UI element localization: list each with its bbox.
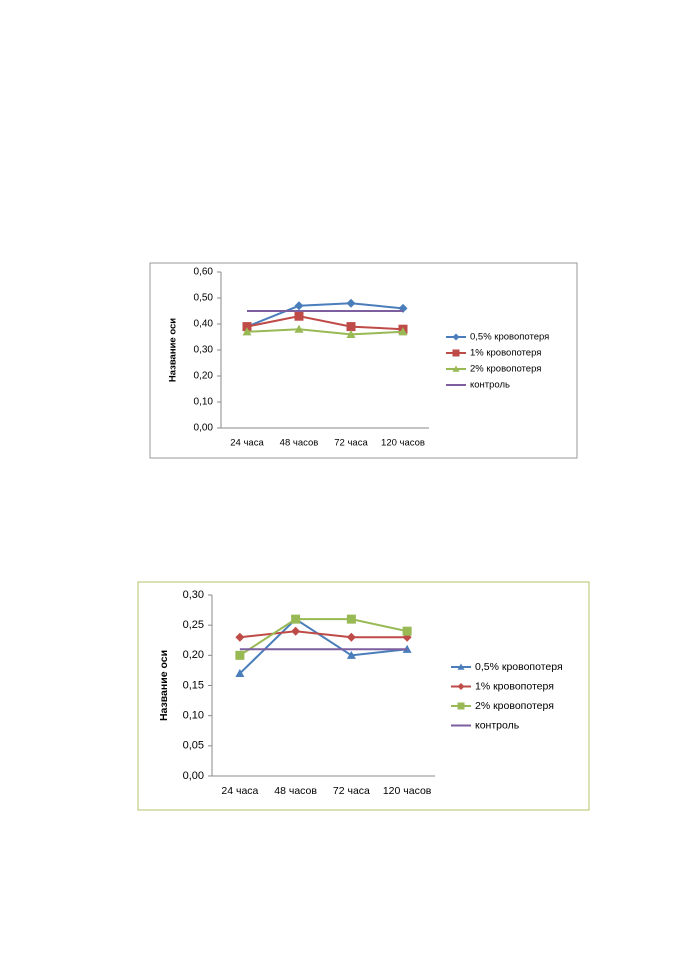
marker: [294, 301, 304, 311]
y-tick-label: 0,50: [194, 293, 214, 304]
legend-label: контроль: [470, 380, 510, 391]
marker: [346, 650, 356, 659]
y-tick-label: 0,30: [194, 345, 214, 356]
series-line: [246, 302, 404, 328]
marker: [452, 333, 460, 341]
y-tick-label: 0,20: [183, 649, 204, 661]
series-line: [239, 617, 408, 675]
y-axis-title: Название оси: [168, 318, 179, 382]
legend-label: контроль: [475, 719, 520, 731]
x-tick-label: 24 часа: [221, 785, 258, 797]
marker: [346, 614, 356, 624]
marker: [294, 324, 304, 333]
marker: [346, 298, 356, 308]
marker: [457, 702, 465, 710]
marker: [346, 329, 356, 338]
series-line: [246, 328, 404, 336]
legend-label: 1% кровопотеря: [470, 348, 541, 359]
marker: [346, 322, 356, 332]
marker: [398, 327, 408, 336]
y-tick-label: 0,00: [183, 770, 204, 782]
y-tick-label: 0,05: [183, 740, 204, 752]
series-line: [239, 630, 408, 639]
y-tick-label: 0,60: [194, 267, 214, 278]
marker: [457, 683, 465, 690]
y-tick-label: 0,40: [194, 319, 214, 330]
legend-label: 2% кровопотеря: [470, 364, 541, 375]
y-tick-label: 0,15: [183, 679, 204, 691]
x-tick-label: 120 часов: [383, 785, 432, 797]
y-tick-label: 0,00: [194, 423, 214, 434]
y-axis-title: Название оси: [158, 650, 170, 721]
x-tick-label: 120 часов: [381, 438, 425, 449]
marker: [235, 650, 245, 660]
marker: [457, 663, 465, 670]
y-tick-label: 0,10: [183, 710, 204, 722]
marker: [291, 614, 301, 624]
chart-frame: [137, 581, 590, 811]
y-tick-label: 0,10: [194, 397, 214, 408]
x-tick-label: 48 часов: [280, 438, 319, 449]
y-tick-label: 0,30: [183, 589, 204, 601]
marker: [452, 349, 460, 357]
chart-frame: [149, 262, 578, 459]
legend-label: 0,5% кровопотеря: [470, 332, 549, 343]
marker: [402, 626, 412, 636]
y-tick-label: 0,25: [183, 619, 204, 631]
marker: [242, 322, 252, 332]
x-tick-label: 72 часа: [334, 438, 368, 449]
marker: [242, 327, 252, 336]
series-line: [239, 618, 408, 657]
legend-label: 2% кровопотеря: [475, 700, 554, 712]
marker: [291, 626, 301, 636]
x-tick-label: 48 часов: [274, 785, 317, 797]
marker: [346, 632, 356, 642]
marker: [235, 668, 245, 678]
marker: [294, 311, 304, 321]
marker: [452, 365, 460, 372]
legend-label: 1% кровопотеря: [475, 680, 554, 692]
series-line: [246, 315, 404, 331]
marker: [235, 632, 245, 642]
x-tick-label: 24 часа: [230, 438, 264, 449]
legend-label: 0,5% кровопотеря: [475, 661, 563, 673]
x-tick-label: 72 часа: [333, 785, 370, 797]
y-tick-label: 0,20: [194, 371, 214, 382]
